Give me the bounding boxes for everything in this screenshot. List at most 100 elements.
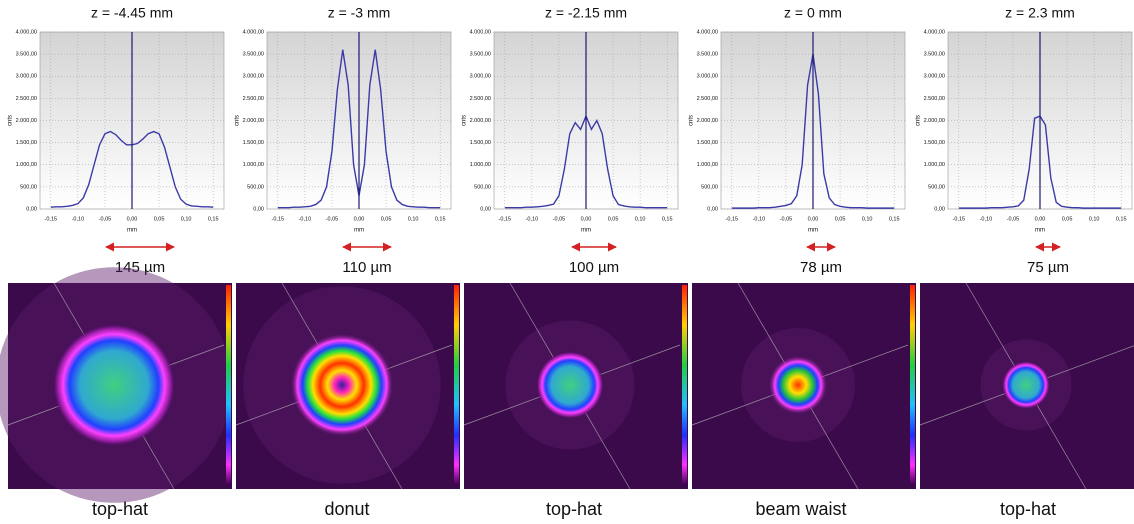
y-tick-label: 1.000,00 [16, 162, 37, 168]
width-label: 75 µm [1027, 259, 1069, 276]
y-tick-label: 4.000,00 [697, 29, 718, 35]
y-tick-label: 2.000,00 [16, 118, 37, 124]
y-tick-label: 500,00 [474, 184, 491, 190]
width-label: 145 µm [115, 259, 165, 276]
x-axis-label: mm [581, 228, 591, 234]
x-tick-label: -0,10 [526, 216, 539, 222]
mode-label: top-hat [546, 499, 602, 519]
y-tick-label: 2.500,00 [924, 96, 945, 102]
y-tick-label: 4.000,00 [243, 29, 264, 35]
y-tick-label: 1.500,00 [697, 140, 718, 146]
y-axis-label: cnts [916, 115, 922, 126]
x-tick-label: 0,05 [835, 216, 846, 222]
y-axis-label: cnts [689, 115, 695, 126]
x-tick-label: -0,15 [726, 216, 739, 222]
x-tick-label: 0,15 [1116, 216, 1127, 222]
y-tick-label: 500,00 [701, 184, 718, 190]
color-bar [682, 285, 687, 485]
y-tick-label: 3.000,00 [16, 74, 37, 80]
chart-title: z = -3 mm [328, 5, 391, 21]
x-tick-label: -0,05 [326, 216, 339, 222]
y-tick-label: 3.500,00 [16, 52, 37, 58]
beam-spot [52, 323, 176, 447]
chart-title: z = 0 mm [784, 5, 842, 21]
y-axis-label: cnts [462, 115, 468, 126]
x-tick-label: -0,15 [272, 216, 285, 222]
width-label: 78 µm [800, 259, 842, 276]
y-axis-label: cnts [8, 115, 14, 126]
y-tick-label: 3.000,00 [924, 74, 945, 80]
y-tick-label: 1.500,00 [924, 140, 945, 146]
beam-spot [768, 355, 828, 415]
y-tick-label: 0,00 [253, 206, 264, 212]
chart-title: z = 2.3 mm [1005, 5, 1075, 21]
x-tick-label: 0,10 [862, 216, 873, 222]
beam-spot [1002, 361, 1050, 409]
x-tick-label: 0,05 [1062, 216, 1073, 222]
y-tick-label: 2.500,00 [470, 96, 491, 102]
y-tick-label: 0,00 [707, 206, 718, 212]
y-tick-label: 1.500,00 [470, 140, 491, 146]
x-tick-label: -0,05 [780, 216, 793, 222]
y-tick-label: 3.000,00 [697, 74, 718, 80]
x-tick-label: 0,15 [662, 216, 673, 222]
x-tick-label: 0,15 [208, 216, 219, 222]
x-tick-label: 0,10 [635, 216, 646, 222]
y-tick-label: 2.000,00 [924, 118, 945, 124]
x-axis-label: mm [354, 228, 364, 234]
x-axis-label: mm [127, 228, 137, 234]
x-tick-label: 0,05 [381, 216, 392, 222]
y-tick-label: 2.000,00 [243, 118, 264, 124]
x-axis-label: mm [1035, 228, 1045, 234]
x-axis-label: mm [808, 228, 818, 234]
y-tick-label: 3.000,00 [243, 74, 264, 80]
x-tick-label: 0,10 [1089, 216, 1100, 222]
mode-label: top-hat [1000, 499, 1056, 519]
chart-title: z = -2.15 mm [545, 5, 627, 21]
x-tick-label: 0,00 [354, 216, 365, 222]
color-bar [226, 285, 231, 485]
y-tick-label: 3.500,00 [924, 52, 945, 58]
x-tick-label: 0,10 [408, 216, 419, 222]
y-tick-label: 4.000,00 [470, 29, 491, 35]
x-tick-label: 0,00 [1035, 216, 1046, 222]
x-tick-label: -0,15 [45, 216, 58, 222]
y-tick-label: 500,00 [247, 184, 264, 190]
x-tick-label: -0,10 [72, 216, 85, 222]
y-tick-label: 4.000,00 [16, 29, 37, 35]
x-tick-label: 0,05 [154, 216, 165, 222]
x-tick-label: 0,00 [581, 216, 592, 222]
x-tick-label: 0,05 [608, 216, 619, 222]
y-tick-label: 3.500,00 [243, 52, 264, 58]
width-label: 100 µm [569, 259, 619, 276]
y-tick-label: 500,00 [20, 184, 37, 190]
x-tick-label: -0,15 [499, 216, 512, 222]
mode-label: donut [324, 499, 369, 519]
x-tick-label: 0,00 [127, 216, 138, 222]
y-tick-label: 0,00 [480, 206, 491, 212]
beam-spot [536, 351, 604, 419]
y-tick-label: 1.000,00 [697, 162, 718, 168]
width-label: 110 µm [342, 259, 391, 276]
y-tick-label: 3.500,00 [697, 52, 718, 58]
mode-label: beam waist [755, 499, 846, 519]
x-tick-label: 0,10 [181, 216, 192, 222]
x-tick-label: -0,15 [953, 216, 966, 222]
y-tick-label: 0,00 [934, 206, 945, 212]
y-tick-label: 1.000,00 [470, 162, 491, 168]
y-tick-label: 500,00 [928, 184, 945, 190]
y-tick-label: 3.000,00 [470, 74, 491, 80]
y-tick-label: 2.500,00 [16, 96, 37, 102]
y-tick-label: 2.000,00 [470, 118, 491, 124]
y-axis-label: cnts [235, 115, 241, 126]
mode-label: top-hat [92, 499, 148, 519]
y-tick-label: 1.500,00 [243, 140, 264, 146]
x-tick-label: -0,05 [553, 216, 566, 222]
x-tick-label: -0,05 [1007, 216, 1020, 222]
beam-spot [290, 333, 394, 437]
y-tick-label: 4.000,00 [924, 29, 945, 35]
x-tick-label: -0,05 [99, 216, 112, 222]
y-tick-label: 1.000,00 [924, 162, 945, 168]
y-tick-label: 2.500,00 [243, 96, 264, 102]
